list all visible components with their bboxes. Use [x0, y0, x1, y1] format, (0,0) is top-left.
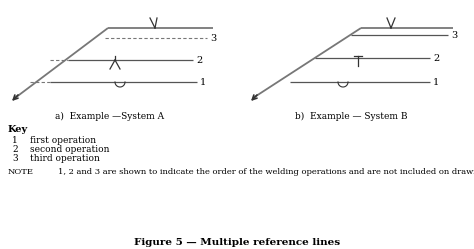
Text: 1: 1	[12, 136, 18, 145]
Text: 2: 2	[196, 56, 202, 64]
Text: third operation: third operation	[30, 154, 100, 163]
Text: 3: 3	[451, 30, 457, 40]
Text: Key: Key	[8, 125, 28, 134]
Text: 1: 1	[200, 77, 206, 86]
Text: Figure 5 — Multiple reference lines: Figure 5 — Multiple reference lines	[134, 238, 340, 247]
Text: a)  Example —System A: a) Example —System A	[55, 112, 164, 121]
Text: 2: 2	[433, 54, 439, 62]
Text: second operation: second operation	[30, 145, 109, 154]
Text: 2: 2	[12, 145, 18, 154]
Text: 1, 2 and 3 are shown to indicate the order of the welding operations and are not: 1, 2 and 3 are shown to indicate the ord…	[58, 168, 474, 176]
Text: 3: 3	[12, 154, 18, 163]
Text: 3: 3	[210, 34, 216, 43]
Text: first operation: first operation	[30, 136, 96, 145]
Text: NOTE: NOTE	[8, 168, 34, 176]
Text: 1: 1	[433, 77, 439, 86]
Text: b)  Example — System B: b) Example — System B	[295, 112, 407, 121]
